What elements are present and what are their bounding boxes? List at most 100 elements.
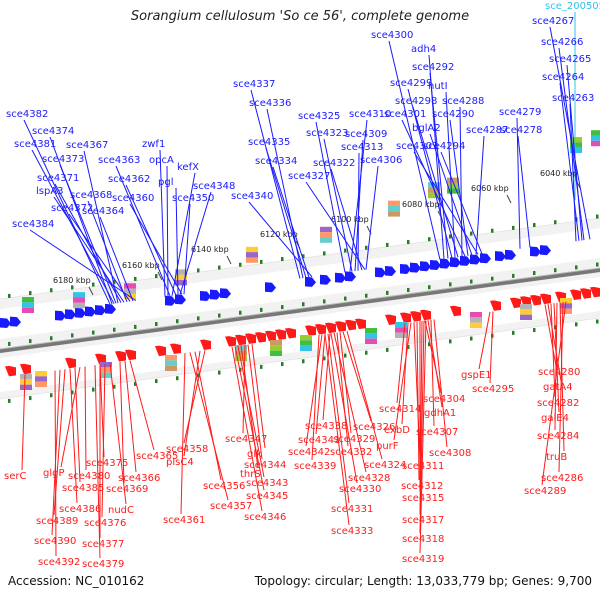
reverse-gene-leader xyxy=(424,320,442,394)
forward-gene-label: sce4301 xyxy=(384,109,426,120)
forward-gene-label: sce4278 xyxy=(500,125,542,136)
mid-tick-row-dot xyxy=(386,290,389,295)
feature-block xyxy=(447,188,459,194)
reverse-gene-label: glgP xyxy=(43,468,65,479)
forward-gene-arrow xyxy=(530,246,541,257)
forward-gene-leader xyxy=(31,149,115,304)
feature-block xyxy=(520,309,532,315)
lower-tick-row-dot xyxy=(50,393,53,398)
reverse-gene-label: sce4366 xyxy=(118,473,160,484)
forward-gene-label: sce4368 xyxy=(70,190,112,201)
reverse-gene-leader xyxy=(419,321,423,515)
reverse-gene-leader xyxy=(183,350,201,457)
lower-tick-row-dot xyxy=(533,328,536,333)
lower-tick-row-dot xyxy=(281,362,284,367)
feature-block xyxy=(300,345,312,351)
forward-gene-leader xyxy=(429,72,449,259)
scale-tick-label: 6160 kbp xyxy=(122,261,160,270)
scale-tick-label: 6180 kbp xyxy=(53,276,91,285)
reverse-gene-leader xyxy=(60,367,81,468)
reverse-gene-arrow xyxy=(170,343,181,355)
reverse-gene-label: sce4318 xyxy=(402,534,444,545)
forward-gene-label: sce4335 xyxy=(248,137,290,148)
reverse-gene-leader xyxy=(51,369,61,536)
reverse-gene-leader xyxy=(419,320,427,554)
reverse-gene-arrow xyxy=(95,353,106,365)
upper-tick-row-dot xyxy=(260,259,263,264)
lower-tick-row-dot xyxy=(113,384,116,389)
lower-tick-row-dot xyxy=(596,319,599,324)
forward-gene-arrow xyxy=(335,272,346,283)
upper-tick-row-dot xyxy=(50,288,53,293)
forward-gene-label: sce4313 xyxy=(341,142,383,153)
feature-block xyxy=(320,232,332,238)
forward-gene-leader xyxy=(250,89,301,279)
forward-gene-label: sce4303 xyxy=(396,141,438,152)
upper-tick-row-dot xyxy=(365,245,368,250)
forward-gene-label: sce4306 xyxy=(360,155,402,166)
reverse-gene-label: sce4319 xyxy=(402,554,444,565)
forward-gene-leader xyxy=(459,106,463,257)
reverse-gene-leader xyxy=(547,303,562,382)
lower-tick-row-dot xyxy=(407,345,410,350)
reverse-gene-arrow xyxy=(225,336,236,347)
forward-gene-label: sce4382 xyxy=(6,109,48,120)
forward-gene-leader xyxy=(115,165,171,297)
forward-gene-label: sce4310 xyxy=(349,109,391,120)
feature-block xyxy=(300,340,312,346)
reverse-gene-leader xyxy=(554,302,558,431)
feature-block xyxy=(520,304,532,310)
forward-gene-leader xyxy=(159,149,166,297)
reverse-gene-label: sce4386 xyxy=(59,504,101,515)
reverse-gene-leader xyxy=(94,365,101,559)
forward-gene-arrow xyxy=(540,245,551,256)
forward-gene-arrow xyxy=(10,316,21,327)
forward-gene-label: sce4298 xyxy=(395,96,437,107)
reverse-gene-leader xyxy=(327,333,350,504)
feature-block xyxy=(20,374,32,380)
forward-gene-arrow xyxy=(105,303,116,314)
lower-tick-row-dot xyxy=(239,367,242,372)
reverse-gene-label: sce4326 xyxy=(353,422,395,433)
scale-tick-label: 6080 kbp xyxy=(402,200,440,209)
feature-block xyxy=(246,257,258,263)
forward-gene-arrow xyxy=(265,282,276,293)
feature-block xyxy=(570,137,582,143)
reverse-gene-label: sce4365 xyxy=(136,451,178,462)
forward-gene-leader xyxy=(68,213,131,302)
reverse-gene-label: sce4304 xyxy=(423,394,465,405)
mid-tick-row-dot xyxy=(8,341,11,346)
feature-block xyxy=(591,135,600,141)
feature-block xyxy=(591,140,600,147)
misc-feature-label: sce_20050509_42 xyxy=(545,1,600,12)
forward-gene-leader xyxy=(305,181,366,271)
forward-gene-arrow xyxy=(175,294,186,305)
forward-gene-label: zwf1 xyxy=(142,139,165,150)
upper-tick-row-dot xyxy=(155,274,158,279)
reverse-gene-leader xyxy=(489,311,494,384)
forward-gene-leader xyxy=(265,147,307,278)
forward-gene-label: sce4322 xyxy=(313,158,355,169)
reverse-gene-label: sce4377 xyxy=(82,539,124,550)
genome-backbone xyxy=(0,267,600,354)
forward-gene-label: sce4265 xyxy=(549,54,591,65)
feature-block xyxy=(388,200,400,206)
reverse-gene-label: serC xyxy=(4,471,26,482)
reverse-gene-label: sce4333 xyxy=(331,526,373,537)
forward-gene-label: sce4267 xyxy=(532,16,574,27)
lower-tick-row-dot xyxy=(449,339,452,344)
feature-block xyxy=(165,355,177,361)
feature-block xyxy=(124,283,136,289)
forward-gene-arrow xyxy=(55,310,66,321)
mid-tick-row-dot xyxy=(512,273,515,278)
reverse-gene-arrow xyxy=(265,330,276,342)
forward-gene-leader xyxy=(99,216,134,302)
upper-tick-row-dot xyxy=(512,225,515,230)
mid-tick-row-dot xyxy=(260,307,263,312)
feature-block xyxy=(570,142,582,148)
reverse-gene-arrow xyxy=(275,329,286,340)
reverse-gene-leader xyxy=(427,320,443,408)
upper-tick-row-dot xyxy=(386,242,389,247)
reverse-gene-label: sce4341 xyxy=(298,435,340,446)
reverse-track-area xyxy=(0,276,600,393)
